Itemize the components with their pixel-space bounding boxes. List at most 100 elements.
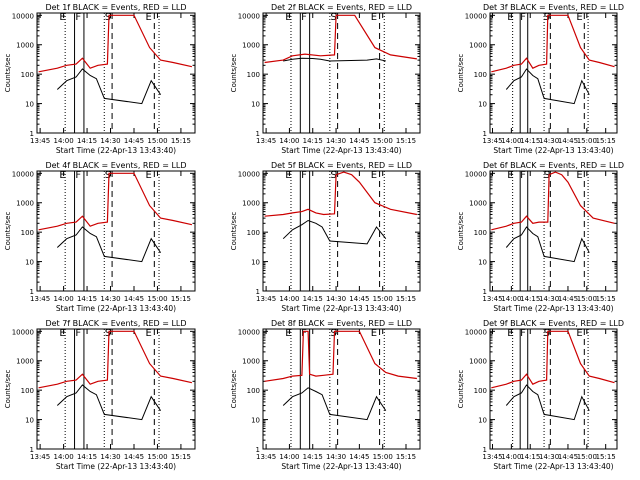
events-series-line xyxy=(283,57,386,62)
y-tick-label: 1 xyxy=(256,446,260,454)
x-tick-label: 15:15 xyxy=(596,137,616,145)
x-tick-label: 14:00 xyxy=(54,295,74,303)
x-axis-label: Start Time (22-Apr-13 13:43:40) xyxy=(56,462,176,471)
x-tick-label: 15:15 xyxy=(596,295,616,303)
interval-marker-label: E xyxy=(145,12,151,23)
y-axis-label: Counts/sec xyxy=(4,212,12,251)
y-tick-label: 1 xyxy=(256,130,260,138)
y-tick-label: 10 xyxy=(251,259,260,267)
interval-marker-label: S xyxy=(544,328,550,339)
x-tick-label: 14:30 xyxy=(326,137,346,145)
events-series-line xyxy=(56,226,162,263)
y-tick-label: 10 xyxy=(478,101,487,109)
x-tick-label: 13:45 xyxy=(256,453,276,461)
y-tick-label: 10000 xyxy=(465,170,487,178)
y-tick-label: 10 xyxy=(25,259,34,267)
y-tick-label: 10 xyxy=(251,417,260,425)
plot-frame xyxy=(36,12,196,134)
y-axis-label: Counts/sec xyxy=(230,54,238,93)
x-axis-label: Start Time (22-Apr-13 13:43:40) xyxy=(56,146,176,155)
y-tick-label: 10 xyxy=(478,259,487,267)
chart-panel-2: Det 2f BLACK = Events, RED = LLD 1 10 100 10… xyxy=(230,3,421,155)
interval-marker-label: E xyxy=(59,170,65,181)
x-tick-label: 15:00 xyxy=(147,453,167,461)
plot-frame xyxy=(36,170,196,292)
y-tick-label: 1000 xyxy=(469,200,487,208)
y-tick-label: 100 xyxy=(21,229,34,237)
plot-frame xyxy=(489,328,618,450)
x-tick-label: 14:00 xyxy=(501,453,521,461)
x-axis-label: Start Time (22-Apr-13 13:43:40) xyxy=(493,304,613,313)
lld-series-line xyxy=(491,330,615,389)
x-tick-label: 14:30 xyxy=(100,295,120,303)
y-tick-label: 1000 xyxy=(242,358,260,366)
x-tick-label: 15:00 xyxy=(577,295,597,303)
lld-series-line xyxy=(264,330,417,382)
y-tick-label: 100 xyxy=(474,71,487,79)
y-tick-label: 1000 xyxy=(469,358,487,366)
x-tick-label: 13:45 xyxy=(30,453,50,461)
chart-title: Det 4f BLACK = Events, RED = LLD xyxy=(45,161,186,170)
x-tick-label: 14:45 xyxy=(349,295,369,303)
interval-marker-label: E xyxy=(285,328,291,339)
events-series-line xyxy=(282,219,387,245)
interval-marker-label: E xyxy=(285,170,291,181)
y-tick-label: 1 xyxy=(256,288,260,296)
x-tick-label: 14:30 xyxy=(539,453,559,461)
y-tick-label: 1 xyxy=(30,288,34,296)
interval-marker-label: S xyxy=(330,328,336,339)
x-tick-label: 13:45 xyxy=(256,137,276,145)
interval-marker-label: E xyxy=(145,328,151,339)
plot-frame xyxy=(489,170,618,292)
x-tick-label: 13:45 xyxy=(482,137,502,145)
plot-frame xyxy=(262,12,421,134)
events-series-line xyxy=(505,226,590,263)
y-tick-label: 10000 xyxy=(12,328,34,336)
x-axis-label: Start Time (22-Apr-13 13:43:40) xyxy=(56,304,176,313)
x-tick-label: 14:45 xyxy=(124,295,144,303)
y-tick-label: 1 xyxy=(483,130,487,138)
events-series-line xyxy=(56,384,162,421)
y-tick-label: 100 xyxy=(247,229,260,237)
x-tick-label: 14:15 xyxy=(520,137,540,145)
x-tick-label: 14:00 xyxy=(54,453,74,461)
y-tick-label: 1 xyxy=(30,130,34,138)
x-tick-label: 14:15 xyxy=(77,137,97,145)
chart-panel-6: Det 6f BLACK = Events, RED = LLD 1 10 100 10… xyxy=(457,161,624,313)
y-tick-label: 1000 xyxy=(16,200,34,208)
lld-series-line xyxy=(38,14,193,73)
events-series-line xyxy=(505,68,590,105)
interval-marker-label: S xyxy=(330,170,336,181)
y-tick-label: 1 xyxy=(30,446,34,454)
x-tick-label: 14:30 xyxy=(326,453,346,461)
x-tick-label: 15:00 xyxy=(373,137,393,145)
x-axis-label: Start Time (22-Apr-13 13:43:40) xyxy=(281,146,401,155)
interval-marker-label: E xyxy=(371,12,377,23)
interval-marker-label: F xyxy=(520,328,526,339)
x-tick-label: 15:15 xyxy=(171,137,191,145)
x-tick-label: 15:00 xyxy=(373,295,393,303)
lld-series-line xyxy=(264,171,418,217)
y-tick-label: 100 xyxy=(474,229,487,237)
y-tick-label: 10000 xyxy=(238,328,260,336)
x-tick-label: 14:45 xyxy=(558,453,578,461)
x-tick-label: 14:15 xyxy=(303,137,323,145)
interval-marker-label: E xyxy=(145,170,151,181)
interval-marker-label: E xyxy=(576,12,582,23)
x-tick-label: 14:30 xyxy=(539,137,559,145)
x-tick-label: 14:30 xyxy=(100,137,120,145)
y-axis-label: Counts/sec xyxy=(457,370,465,409)
events-series-line xyxy=(56,68,162,105)
x-tick-label: 14:45 xyxy=(349,137,369,145)
y-tick-label: 100 xyxy=(21,387,34,395)
x-tick-label: 13:45 xyxy=(482,453,502,461)
chart-panel-1: Det 1f BLACK = Events, RED = LLD 1 10 100 10… xyxy=(4,3,196,155)
chart-panel-3: Det 3f BLACK = Events, RED = LLD 1 10 100 10… xyxy=(457,3,624,155)
x-tick-label: 14:45 xyxy=(124,137,144,145)
y-tick-label: 1000 xyxy=(16,42,34,50)
interval-marker-label: E xyxy=(371,328,377,339)
x-tick-label: 13:45 xyxy=(30,295,50,303)
chart-panel-5: Det 5f BLACK = Events, RED = LLD 1 10 100 10… xyxy=(230,161,421,313)
x-tick-label: 15:15 xyxy=(171,453,191,461)
